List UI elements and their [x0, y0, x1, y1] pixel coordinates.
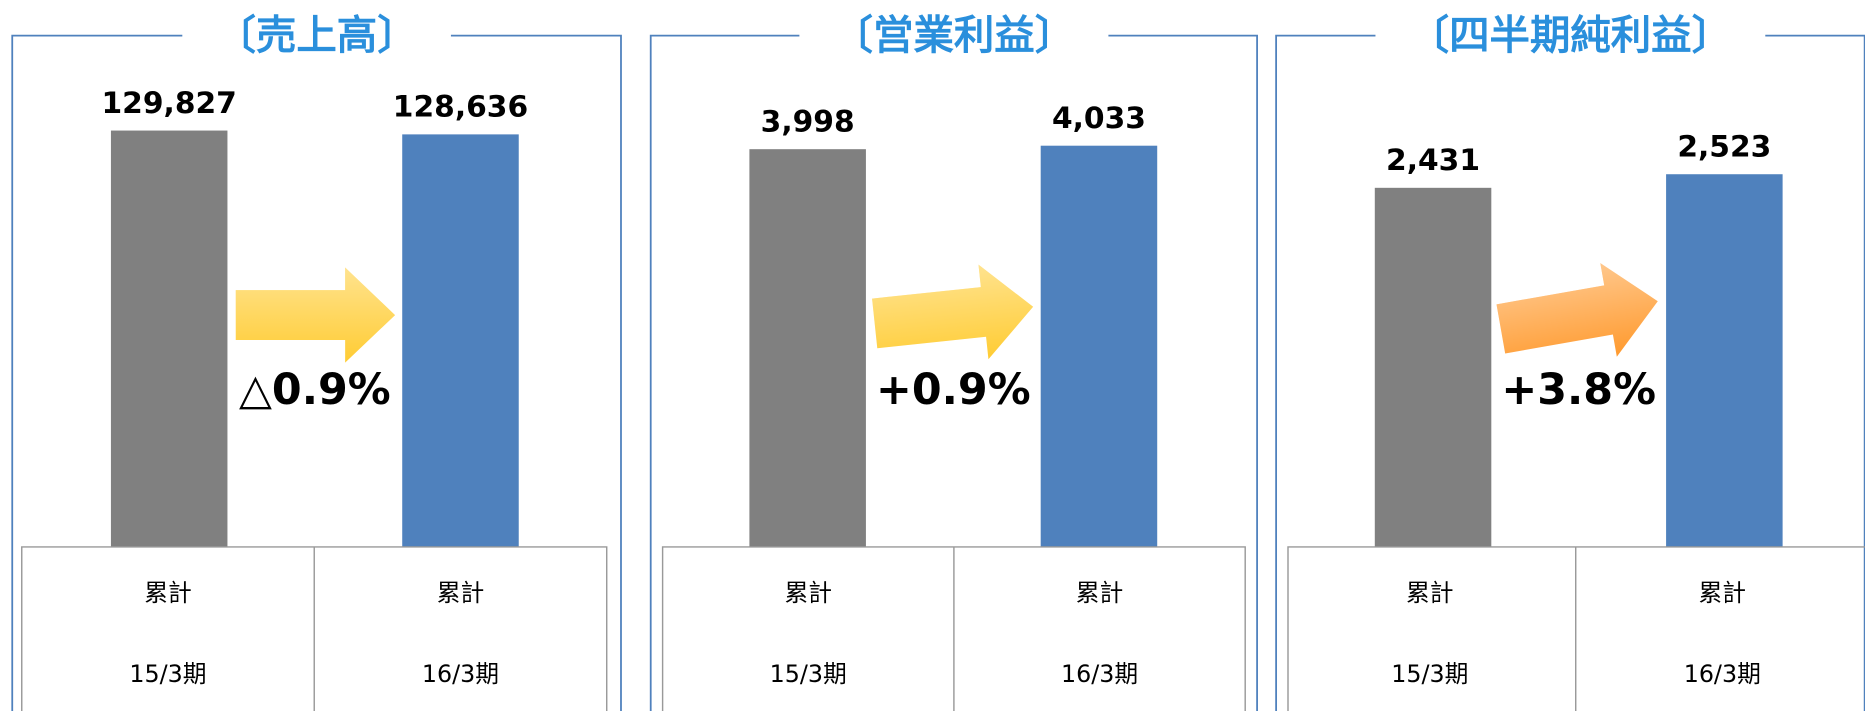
data-label: 4,033 — [1052, 101, 1146, 136]
panel-frame — [649, 34, 1258, 711]
x-tick-label: 16/3期 — [1684, 660, 1761, 688]
arrow — [235, 267, 396, 363]
annotation: +0.9% — [876, 365, 1031, 415]
chart-title: 〔売上高〕 — [216, 11, 418, 59]
data-label: 2,431 — [1386, 143, 1480, 178]
bar — [1040, 145, 1158, 547]
data-label: 128,636 — [393, 90, 528, 125]
arrow-shine — [235, 267, 396, 363]
category-table — [661, 546, 1246, 711]
x-tick-label: 15/3期 — [129, 660, 206, 688]
x-tick-label: 15/3期 — [1391, 660, 1468, 688]
x-tick-label: 累計 — [1406, 579, 1454, 607]
bar — [749, 149, 866, 547]
x-tick-label: 累計 — [1699, 579, 1747, 607]
bar — [110, 130, 228, 547]
data-label: 3,998 — [761, 105, 855, 140]
x-tick-label: 16/3期 — [1061, 660, 1138, 688]
x-tick-label: 累計 — [1076, 579, 1124, 607]
x-tick-label: 15/3期 — [770, 660, 847, 688]
annotation: +3.8% — [1501, 365, 1656, 415]
category-table — [1287, 546, 1865, 711]
x-tick-label: 累計 — [784, 579, 832, 607]
panel-frame — [11, 34, 622, 711]
bar — [402, 134, 519, 547]
data-label: 2,523 — [1677, 130, 1771, 165]
x-tick-label: 累計 — [144, 579, 192, 607]
arrow — [1496, 263, 1658, 357]
bar — [1666, 174, 1783, 547]
arrow-shine — [1496, 263, 1658, 357]
category-table — [21, 546, 608, 711]
arrow — [872, 264, 1034, 360]
annotation: △0.9% — [239, 365, 391, 415]
x-tick-label: 累計 — [437, 579, 485, 607]
arrow-shine — [872, 264, 1034, 360]
bar — [1374, 187, 1492, 547]
chart-title: 〔営業利益〕 — [833, 11, 1075, 59]
x-tick-label: 16/3期 — [422, 660, 499, 688]
data-label: 129,827 — [101, 86, 236, 121]
chart-title: 〔四半期純利益〕 — [1409, 11, 1732, 59]
